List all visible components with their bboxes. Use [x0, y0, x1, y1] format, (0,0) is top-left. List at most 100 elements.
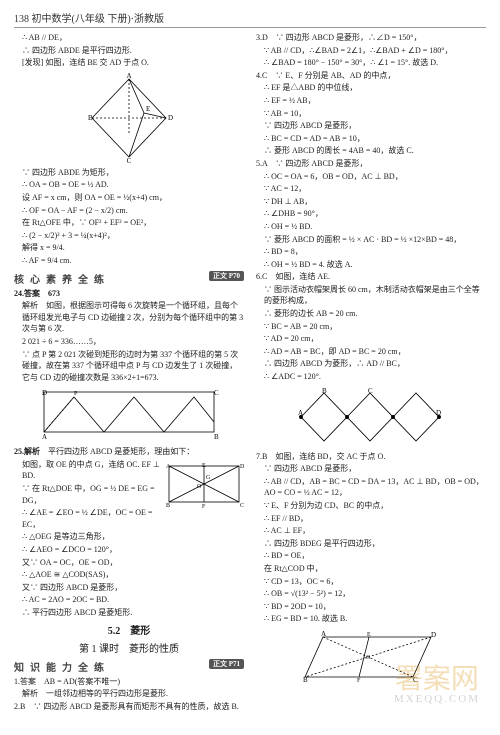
svg-text:C: C	[214, 389, 219, 397]
text-line: ∵ DH ⊥ AB，	[256, 196, 486, 208]
text-line: ∴ BD = OE，	[256, 550, 486, 562]
two-column-layout: ∴ AB // DE， ∴ 四边形 ABDE 是平行四边形. [发现] 如图，连…	[14, 32, 486, 725]
svg-text:C: C	[240, 503, 244, 509]
chapter-title: 5.2 菱形	[14, 622, 244, 637]
text-line: ∴ OH = ½ BD = 4. 故选 A.	[256, 259, 486, 271]
text-line: ∴ BD = 8，	[256, 246, 486, 258]
figure-rect-diag: A E D B F C G O	[164, 461, 244, 511]
svg-text:D: D	[42, 389, 47, 397]
svg-text:E: E	[367, 632, 371, 638]
text-line: 6.C 如图，连结 AE.	[256, 271, 486, 283]
text-line: ∴ AF = 9/4 cm.	[14, 255, 244, 267]
svg-text:B: B	[166, 503, 170, 509]
text-line: ∴ 平行四边形 ABCD 是菱矩形.	[14, 607, 244, 619]
text-line: ∴ 四边形 BDEG 是平行四边形，	[256, 538, 486, 550]
text-line: [发现] 如图，连结 BE 交 AD 于点 O.	[14, 57, 244, 69]
text-line: ∴ 菱形 ABCD 的周长 = 4AB = 40，故选 C.	[256, 145, 486, 157]
text-line: 又∵ 四边形 ABCD 是菱形，	[14, 582, 244, 594]
text-line: ∴ ∠ADC = 120°.	[256, 371, 486, 383]
section-title: 核心素养全练 正文 P70	[14, 271, 244, 286]
svg-text:A: A	[166, 464, 171, 470]
text-line: ∴ (2 − x/2)² + 3 = ¼(x+4)²，	[14, 230, 244, 242]
figure-parallelogram: A D B C O E F	[256, 629, 486, 684]
svg-text:O: O	[197, 484, 202, 490]
text-line: ∴ EG = BD = 10. 故选 B.	[256, 613, 486, 625]
svg-text:D: D	[240, 464, 244, 470]
text-line: ∴ △AOE ≅ △COD(SAS)，	[14, 569, 244, 581]
text-line: ∴ ∠AEO = ∠DCO = 120°，	[14, 544, 244, 556]
figure-diamond-3d: A B D C E	[14, 73, 244, 163]
text-line: ∵ AB // CD，∴∠BAD = 2∠1，∴∠BAD + ∠D = 180°…	[256, 45, 486, 57]
text-line: 3.D ∵ 四边形 ABCD 是菱形，∴∠D = 150°，	[256, 32, 486, 44]
figure-zigzag: A D B C P	[14, 387, 244, 442]
svg-text:D: D	[168, 114, 173, 122]
svg-text:B: B	[303, 676, 308, 684]
figure-three-rhombus: A B C D	[256, 387, 486, 447]
text-line: ∴ OB = √(13² − 5²) = 12，	[256, 588, 486, 600]
svg-text:A: A	[126, 73, 131, 80]
text-line: ∴ 四边形 ABDE 是平行四边形.	[14, 45, 244, 57]
page-ref-tag: 正文 P71	[209, 659, 244, 669]
text-line: 2.B ∵ 四边形 ABCD 是菱形具有而矩形不具有的性质，故选 B.	[14, 701, 244, 713]
text-line: ∵ AB = 10，	[256, 108, 486, 120]
text-line: ∴ EF // BD，	[256, 513, 486, 525]
text-line: ∴ OF = OA − AF = (2 − x/2) cm.	[14, 205, 244, 217]
text-line: 又∵ OA = OC，OE = OD，	[14, 557, 244, 569]
answer-num: 24.答案 673	[14, 289, 60, 298]
svg-text:C: C	[127, 157, 132, 163]
text-line: 在 Rt△OFE 中，∵ OF² + EF² = OE²，	[14, 217, 244, 229]
text-line: ∵ 四边形 ABDE 为矩形，	[14, 167, 244, 179]
text-line: 解析 一组邻边相等的平行四边形是菱形.	[14, 688, 244, 700]
text-line: ∵ 菱形 ABCD 的面积 = ½ × AC · BD = ½ ×12×BD =…	[256, 234, 486, 246]
text-line: ∴ △OEG 是等边三角形，	[14, 531, 244, 543]
section-title: 知识能力全练 正文 P71	[14, 659, 244, 674]
svg-text:E: E	[202, 463, 206, 469]
text-line: ∴ OA = OB = OE = ½ AD.	[14, 179, 244, 191]
text-line: ∵ E、F 分别为边 CD、BC 的中点，	[256, 500, 486, 512]
text-line: ∴ ∠BAD = 180° − 150° = 30°，∴ ∠1 = 15°. 故…	[256, 57, 486, 69]
text-line: ∵ 四边形 ABCD 是菱形，	[256, 463, 486, 475]
text-line: ∴ 菱形的边长 AB = 20 cm.	[256, 308, 486, 320]
text-line: ∵ AD = 20 cm，	[256, 333, 486, 345]
svg-text:B: B	[214, 433, 219, 441]
svg-text:D: D	[431, 631, 436, 639]
text-line: 4.C ∵ E、F 分别是 AB、AD 的中点，	[256, 70, 486, 82]
text-line: ∴ OC = OA = 6，OB = OD，AC ⊥ BD，	[256, 171, 486, 183]
svg-text:F: F	[202, 504, 206, 509]
text-line: ∴ 四边形 ABCD 为菱形，∴ AD // BC，	[256, 358, 486, 370]
section-label: 知识能力全练	[14, 663, 110, 674]
svg-text:A: A	[321, 630, 326, 638]
text-line: 7.B 如图，连结 BD，交 AC 于点 O.	[256, 451, 486, 463]
svg-text:B: B	[322, 387, 327, 395]
text-line: 25.解析 25.解析 平行四边形 ABCD 是菱矩形，理由如下：平行四边形 A…	[14, 446, 244, 458]
text-line: ∴ AB // CD，AB = BC = CD = DA = 13，AC ⊥ B…	[256, 476, 486, 499]
text-line: 设 AF = x cm，则 OA = OE = ½(x+4) cm，	[14, 192, 244, 204]
text-line: ∴ AC = 2AO = 2OC = BD.	[14, 594, 244, 606]
text-line: 5.A ∵ 四边形 ABCD 是菱形，	[256, 158, 486, 170]
text-line: ∵ AC = 12，	[256, 183, 486, 195]
text-line: ∵ BC = AB = 20 cm，	[256, 321, 486, 333]
text-line: ∴ ∠DHB = 90°，	[256, 208, 486, 220]
svg-text:F: F	[357, 678, 361, 684]
q-num: 25.解析	[14, 447, 40, 456]
text-line: ∴ AC ⊥ EF，	[256, 525, 486, 537]
page-header: 138 初中数学(八年级 下册)·浙教版	[14, 10, 486, 28]
section-label: 核心素养全练	[14, 275, 110, 286]
svg-text:A: A	[42, 433, 47, 441]
svg-text:D: D	[436, 409, 441, 417]
text-line: ∴ EF = ½ AB，	[256, 95, 486, 107]
right-column: 3.D ∵ 四边形 ABCD 是菱形，∴∠D = 150°， ∵ AB // C…	[256, 32, 486, 725]
left-column: ∴ AB // DE， ∴ 四边形 ABDE 是平行四边形. [发现] 如图，连…	[14, 32, 244, 725]
text-line: 解析 如图，根据图示可得每 6 次旋转是一个循环组，且每个循环组发光电子与 CD…	[14, 300, 244, 335]
text-line: ∴ OH = ½ BD.	[256, 221, 486, 233]
text-line: ∵ 图示活动衣帽架周长 60 cm，木制活动衣帽架是由三个全等的菱形构成，	[256, 284, 486, 307]
text-line: 24.答案 673	[14, 288, 244, 300]
text-line: ∵ 四边形 ABCD 是菱形，	[256, 120, 486, 132]
svg-text:B: B	[88, 114, 93, 122]
text-line: ∴ BC = CD = AD = AB = 10，	[256, 133, 486, 145]
svg-text:G: G	[206, 475, 211, 481]
svg-text:A: A	[298, 409, 303, 417]
text-line: ∵ BD = 2OD = 10，	[256, 601, 486, 613]
text-line: ∴ AD = AB = BC，即 AD = BC = 20 cm，	[256, 346, 486, 358]
text-line: ∵ CD = 13，OC = 6，	[256, 576, 486, 588]
